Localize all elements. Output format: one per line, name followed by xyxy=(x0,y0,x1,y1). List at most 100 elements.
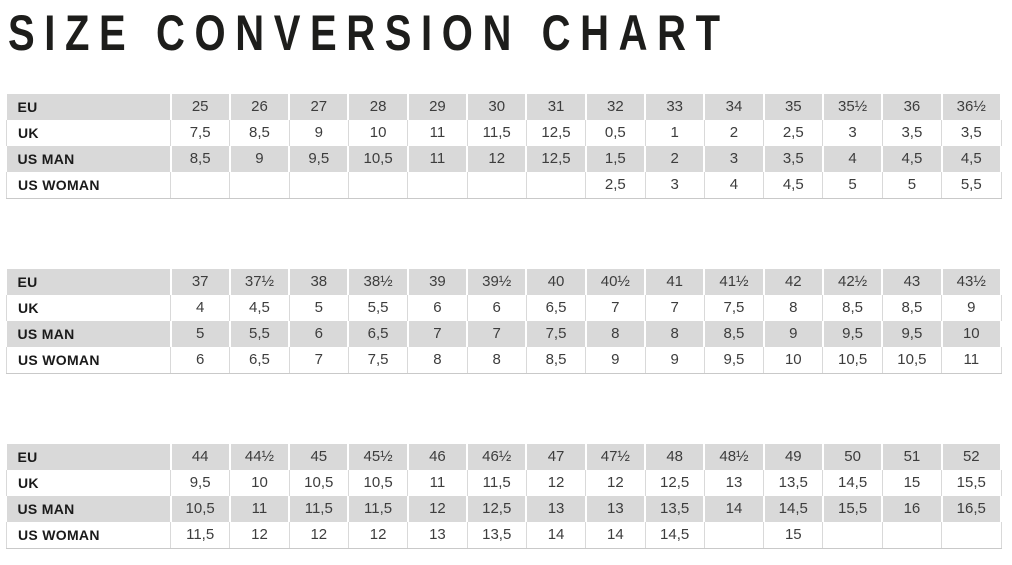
table-cell: 6 xyxy=(169,347,231,374)
table-cell: 5,5 xyxy=(229,321,291,347)
table-cell: 31 xyxy=(526,94,587,120)
table-cell: 11,5 xyxy=(289,496,350,522)
table-row-uk: UK 7,5 8,5 9 10 11 11,5 12,5 0,5 1 2 2,5 3 3,5 3,5 xyxy=(6,120,1002,146)
table-cell: 8 xyxy=(466,347,527,374)
table-cell: 27 xyxy=(289,94,350,120)
table-cell xyxy=(169,172,231,199)
table-cell: 48 xyxy=(645,444,706,470)
table-cell: 3,5 xyxy=(941,120,1002,146)
table-cell: 13,5 xyxy=(763,470,824,496)
table-cell: 12 xyxy=(229,522,290,549)
table-cell: 6,5 xyxy=(348,321,409,347)
table-cell: 8,5 xyxy=(704,321,765,347)
table-cell: 48½ xyxy=(704,444,765,470)
table-cell: 9,5 xyxy=(703,347,765,374)
table-cell: 13 xyxy=(526,496,587,522)
table-cell: 14,5 xyxy=(822,470,883,496)
table-cell: 10 xyxy=(347,120,409,146)
table-cell: 5,5 xyxy=(941,172,1002,199)
tables-container: EU 25 26 27 28 29 30 31 32 33 34 35 35½ 36 36½ UK 7,5 8,5… xyxy=(6,94,1004,549)
table-cell: 44 xyxy=(170,444,231,470)
table-row-us-woman: US WOMAN 11,5 12 12 12 13 13,5 14 14 14,5 15 xyxy=(6,522,1002,549)
table-cell: 14 xyxy=(585,522,646,549)
table-cell: 25 xyxy=(170,94,231,120)
table-cell: 7,5 xyxy=(169,120,231,146)
table-cell: 10,5 xyxy=(348,146,409,172)
table-cell: 8,5 xyxy=(822,295,883,321)
table-row-eu: EU 25 26 27 28 29 30 31 32 33 34 35 35½ 36 36½ xyxy=(6,94,1003,120)
table-cell: 8 xyxy=(407,347,468,374)
table-cell: 38 xyxy=(289,269,350,295)
table-cell: 3,5 xyxy=(881,120,943,146)
table-cell: 8 xyxy=(645,321,706,347)
table-cell xyxy=(407,172,468,199)
table-cell: 2 xyxy=(703,120,765,146)
table-cell: 13 xyxy=(407,522,468,549)
table-cell xyxy=(288,172,349,199)
row-label: US MAN xyxy=(6,496,172,522)
table-cell: 8 xyxy=(763,295,824,321)
table-cell: 10,5 xyxy=(881,347,943,374)
table-cell: 16 xyxy=(882,496,943,522)
table-cell: 42 xyxy=(763,269,824,295)
row-label: US WOMAN xyxy=(6,172,171,199)
table-cell: 8,5 xyxy=(229,120,290,146)
table-cell: 11 xyxy=(941,347,1002,374)
table-cell: 3 xyxy=(822,120,883,146)
table-row-us-man: US MAN 10,5 11 11,5 11,5 12 12,5 13 13 13,5 14 14,5… xyxy=(6,496,1003,522)
table-cell: 35½ xyxy=(822,94,884,120)
table-cell: 7,5 xyxy=(703,295,765,321)
table-cell: 11 xyxy=(407,146,469,172)
page-root: SIZE CONVERSION CHART EU 25 26 27 28 29 30 31 32… xyxy=(6,8,1004,549)
row-label: UK xyxy=(6,295,171,321)
table-cell: 36 xyxy=(882,94,943,120)
table-cell: 12 xyxy=(525,470,587,496)
table-cell: 39½ xyxy=(467,269,528,295)
table-cell: 28 xyxy=(348,94,409,120)
table-cell: 10,5 xyxy=(170,496,231,522)
table-cell: 46½ xyxy=(467,444,528,470)
table-cell: 13,5 xyxy=(466,522,527,549)
table-cell: 13,5 xyxy=(645,496,706,522)
table-cell: 4,5 xyxy=(882,146,943,172)
table-cell: 5 xyxy=(822,172,883,199)
table-cell: 15,5 xyxy=(822,496,884,522)
table-row-us-woman: US WOMAN 6 6,5 7 7,5 8 8 8,5 9 9 9,5 10 10,5 10,5 11 xyxy=(6,347,1002,374)
table-row-eu: EU 44 44½ 45 45½ 46 46½ 47 47½ 48 48½ 49 50 51 52 xyxy=(6,444,1003,470)
table-cell: 14 xyxy=(704,496,765,522)
table-cell: 12 xyxy=(407,496,469,522)
table-cell: 47 xyxy=(526,444,587,470)
table-cell: 5 xyxy=(881,172,943,199)
table-cell: 33 xyxy=(645,94,706,120)
table-cell: 1 xyxy=(644,120,705,146)
table-cell: 11 xyxy=(407,470,468,496)
table-cell: 12 xyxy=(288,522,349,549)
table-cell: 11,5 xyxy=(348,496,409,522)
table-row-us-man: US MAN 8,5 9 9,5 10,5 11 12 12,5 1,5 2 3 3,5 4 4,5 4,5 xyxy=(6,146,1003,172)
table-cell: 11 xyxy=(229,496,291,522)
table-cell: 10,5 xyxy=(347,470,409,496)
table-cell: 43 xyxy=(882,269,943,295)
table-cell: 12 xyxy=(347,522,409,549)
table-cell: 7,5 xyxy=(347,347,409,374)
table-cell: 29 xyxy=(407,94,469,120)
table-cell: 12,5 xyxy=(644,470,705,496)
table-cell: 37 xyxy=(170,269,231,295)
table-cell: 6,5 xyxy=(229,347,290,374)
size-table-2: EU 37 37½ 38 38½ 39 39½ 40 40½ 41 41½ 42 42½ 43 43½ UK 4… xyxy=(6,269,1003,374)
table-cell: 9,5 xyxy=(289,146,350,172)
table-cell xyxy=(466,172,527,199)
table-cell: 45 xyxy=(289,444,350,470)
table-cell: 44½ xyxy=(229,444,291,470)
table-cell: 34 xyxy=(704,94,765,120)
table-cell: 52 xyxy=(941,444,1003,470)
table-cell: 10,5 xyxy=(288,470,349,496)
table-cell: 8,5 xyxy=(170,146,231,172)
table-cell: 12,5 xyxy=(526,146,587,172)
table-cell: 2 xyxy=(645,146,706,172)
table-cell: 47½ xyxy=(585,444,647,470)
table-cell: 10,5 xyxy=(822,347,883,374)
table-cell xyxy=(525,172,587,199)
table-cell: 1,5 xyxy=(585,146,647,172)
table-cell: 41 xyxy=(645,269,706,295)
